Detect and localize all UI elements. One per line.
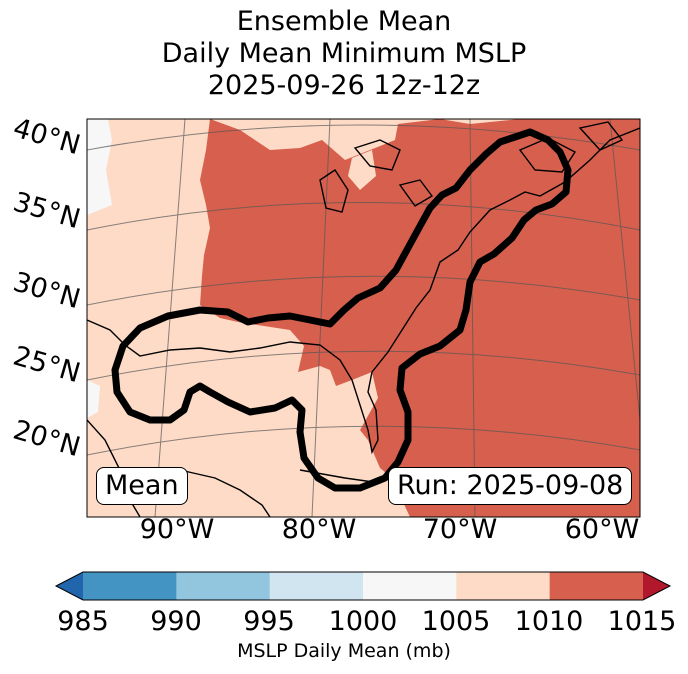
lon-label-60w: 60°W bbox=[564, 514, 640, 545]
map-frame bbox=[86, 118, 641, 518]
lon-label-90w: 90°W bbox=[139, 514, 215, 545]
colorbar-tick-1015: 1015 bbox=[607, 606, 677, 637]
colorbar-tick-985: 985 bbox=[57, 606, 109, 637]
title-line-1: Ensemble Mean bbox=[236, 6, 452, 37]
mslp-fill-1005-1010-lakes bbox=[348, 150, 376, 190]
mslp-fill-1000-1005 bbox=[87, 119, 112, 215]
colorbar-segment-990 bbox=[176, 572, 271, 600]
title-line-2: Daily Mean Minimum MSLP bbox=[161, 38, 527, 69]
colorbar bbox=[54, 571, 672, 601]
run-label: Run: 2025-09-08 bbox=[388, 467, 633, 505]
colorbar-label: MSLP Daily Mean (mb) bbox=[237, 640, 451, 662]
mean-contour bbox=[111, 128, 572, 492]
colorbar-tick-1000: 1000 bbox=[328, 606, 398, 637]
lon-label-70w: 70°W bbox=[422, 514, 498, 545]
colorbar-segment-995 bbox=[269, 572, 364, 600]
graticule bbox=[87, 119, 640, 517]
colorbar-over-extension bbox=[643, 572, 670, 600]
colorbar-segment-985 bbox=[83, 572, 177, 600]
colorbar-outline bbox=[54, 571, 672, 601]
colorbar-tick-1010: 1010 bbox=[514, 606, 584, 637]
title-line-3: 2025-09-26 12z-12z bbox=[207, 70, 481, 101]
colorbar-segment-1010 bbox=[549, 572, 644, 600]
colorbar-segment-1005 bbox=[456, 572, 551, 600]
colorbar-under-extension bbox=[56, 572, 83, 600]
mean-label: Mean bbox=[96, 467, 188, 505]
colorbar-segment-1000 bbox=[363, 572, 457, 600]
map-panel bbox=[87, 119, 640, 517]
colorbar-tick-995: 995 bbox=[243, 606, 295, 637]
colorbar-tick-990: 990 bbox=[150, 606, 202, 637]
lon-label-80w: 80°W bbox=[281, 514, 357, 545]
mslp-fill-1000-1005-small bbox=[87, 380, 100, 418]
colorbar-tick-1005: 1005 bbox=[421, 606, 491, 637]
